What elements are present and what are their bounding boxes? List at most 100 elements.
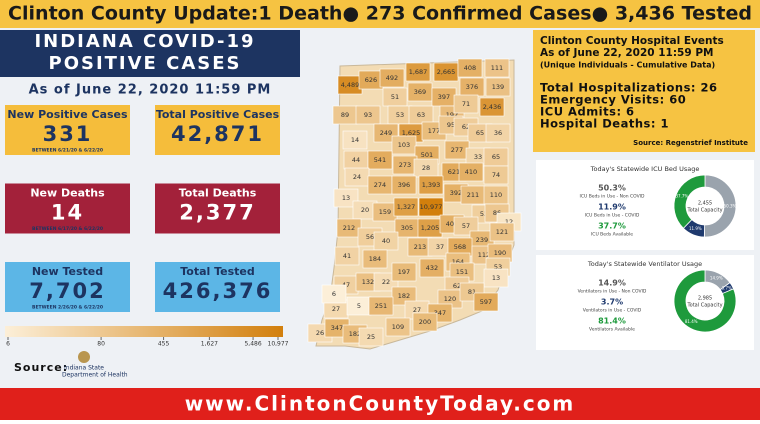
county-label: 597 — [480, 298, 492, 306]
county-label: 177 — [428, 127, 440, 135]
county-label: 20 — [361, 206, 369, 214]
county-label: 33 — [474, 153, 482, 161]
county-label: 2,665 — [437, 68, 456, 76]
county-label: 13 — [492, 274, 500, 282]
header-title: POSITIVE CASES — [49, 53, 242, 74]
county-label: 305 — [401, 224, 413, 232]
county — [405, 62, 431, 82]
county-label: 40 — [382, 237, 390, 245]
county — [453, 216, 479, 236]
county-label: 89 — [341, 111, 349, 119]
county — [453, 94, 479, 114]
county-label: 57 — [462, 222, 470, 230]
county — [473, 292, 499, 312]
stat-note: BETWEEN 2/26/20 & 6/22/20 — [32, 305, 103, 311]
slice-label: 11.9% — [689, 226, 702, 231]
color-scale — [5, 326, 283, 337]
donut-total: 2,985 — [698, 296, 712, 302]
stat-note: BETWEEN 6/17/20 & 6/22/20 — [32, 226, 103, 232]
icu-card — [536, 160, 754, 250]
legend-name: Ventilators in Use - Non COVID — [578, 289, 647, 295]
county — [391, 286, 417, 306]
stat-box — [155, 183, 280, 234]
donut-title: Today's Statewide ICU Bed Usage — [590, 165, 700, 173]
logo — [78, 351, 90, 363]
county-label: 1,393 — [422, 181, 441, 189]
legend-value: 37.7% — [598, 222, 626, 231]
stat-label: New Tested — [32, 265, 103, 278]
county-label: 36 — [494, 129, 502, 137]
banner-text: Clinton County Update:1 Death● 273 Confi… — [8, 3, 752, 25]
top-banner — [0, 0, 760, 28]
county — [418, 197, 444, 217]
donut-title: Today's Statewide Ventilator Usage — [587, 260, 702, 268]
county-label: 1,205 — [421, 224, 440, 232]
county — [479, 97, 505, 117]
county-label: 41 — [343, 252, 351, 260]
county-label: 12 — [505, 218, 513, 226]
county — [385, 317, 411, 337]
county-label: 51 — [391, 93, 399, 101]
county-label: 65 — [492, 153, 500, 161]
county-label: 26 — [316, 329, 324, 337]
county-label: 626 — [365, 76, 377, 84]
county — [333, 188, 359, 208]
stat-box — [155, 262, 280, 312]
county-label: 369 — [414, 88, 426, 96]
county-label: 10,977 — [420, 203, 443, 211]
hospital-line: Total Hospitalizations: 26 — [540, 81, 718, 95]
county-label: 4,489 — [341, 81, 360, 89]
county-label: 44 — [352, 156, 360, 164]
donut-slice — [703, 174, 737, 238]
county-label: 27 — [413, 306, 421, 314]
county-label: 182 — [398, 292, 410, 300]
county-label: 164 — [452, 258, 464, 266]
county-label: 93 — [364, 111, 372, 119]
scale-tick-label: 1,627 — [201, 341, 218, 348]
hospital-line: Emergency Visits: 60 — [540, 93, 686, 107]
county-label: 392 — [450, 189, 462, 197]
county-label: 192 — [446, 111, 458, 119]
county-label: 397 — [438, 93, 450, 101]
county-label: 27 — [332, 305, 340, 313]
donut-slice — [673, 174, 706, 229]
hospital-title: (Unique Individuals - Cumulative Data) — [540, 61, 715, 70]
county-label: 111 — [491, 64, 503, 72]
county — [334, 246, 360, 266]
county-label: 621 — [448, 168, 460, 176]
county-label: 212 — [343, 224, 355, 232]
county-label: 190 — [494, 249, 506, 257]
stat-box — [5, 183, 130, 234]
county — [368, 296, 394, 316]
source-label: Source: — [14, 361, 68, 374]
county-label: 184 — [369, 255, 381, 263]
hospital-line: Hospital Deaths: 1 — [540, 117, 669, 131]
county-label: 1,687 — [409, 68, 428, 76]
county-label: 239 — [476, 236, 488, 244]
county-label: 109 — [392, 323, 404, 331]
scale-tick-label: 6 — [6, 341, 10, 348]
legend-value: 50.3% — [598, 184, 626, 193]
stat-value: 7,702 — [29, 279, 105, 303]
county — [485, 77, 511, 97]
county-label: 95 — [447, 121, 455, 129]
county-label: 71 — [462, 100, 470, 108]
stat-label: New Deaths — [30, 187, 105, 200]
donut-total-label: Total Capacity — [686, 303, 722, 309]
county-label: 6 — [332, 290, 336, 298]
county-label: 63 — [417, 111, 425, 119]
footer-bar — [0, 388, 760, 420]
stat-label: Total Deaths — [179, 187, 257, 200]
county-label: 22 — [382, 278, 390, 286]
county-label: 62 — [453, 282, 461, 290]
scale-tick-label: 10,977 — [268, 341, 289, 348]
hospital-line: ICU Admits: 6 — [540, 105, 635, 119]
county-label: 151 — [456, 268, 468, 276]
legend-name: ICU Beds in Use - COVID — [585, 213, 640, 219]
county-label: 249 — [380, 129, 392, 137]
source-org: Department of Health — [62, 372, 128, 379]
slice-label: 3.7% — [722, 286, 732, 291]
donut-total: 2,455 — [698, 201, 712, 207]
county-label: 432 — [426, 264, 438, 272]
